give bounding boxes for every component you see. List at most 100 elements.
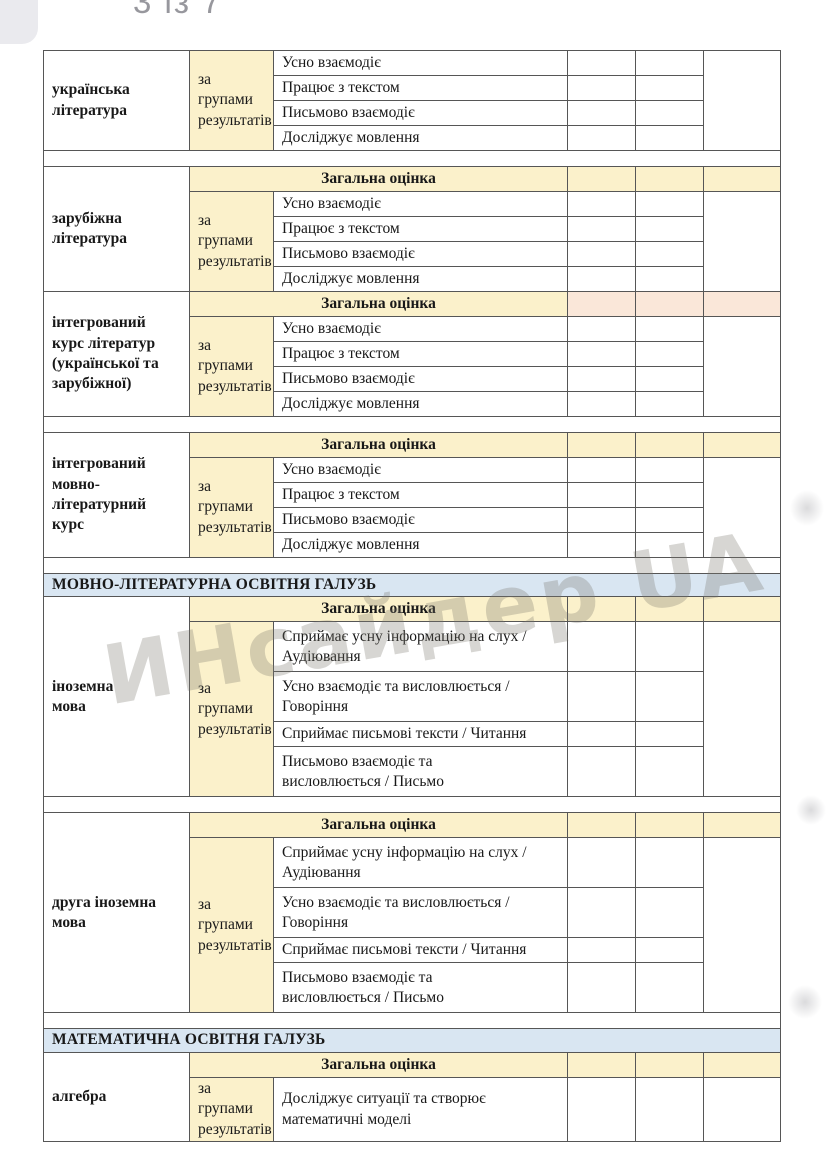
table-row: українська література за групами результ… (43, 50, 781, 151)
grade-cell (567, 341, 636, 367)
grade-cell (635, 432, 704, 458)
grade-cell-merged (703, 621, 781, 798)
subject-cell: зарубіжна література (43, 166, 190, 292)
domain-header-cell: МАТЕМАТИЧНА ОСВІТНЯ ГАЛУЗЬ (43, 1028, 781, 1053)
spacer-cell (43, 150, 781, 167)
criterion-cell: Досліджує мовлення (273, 532, 568, 558)
subject-cell: алгебра (43, 1051, 190, 1143)
table-row: Письмово взаємодіє та висловлюється / Пи… (44, 746, 781, 798)
criterion-cell: Письмово взаємодіє (273, 366, 568, 392)
criterion-cell: Письмово взаємодіє (273, 241, 568, 267)
criterion-cell: Усно взаємодіє та висловлюється / Говорі… (273, 671, 568, 723)
grade-cell (567, 937, 636, 964)
criterion-cell: Досліджує мовлення (273, 266, 568, 292)
grade-cell (635, 391, 704, 417)
scan-smudge (796, 795, 826, 825)
grade-cell-merged (703, 50, 781, 151)
grade-cell (567, 266, 636, 292)
grade-cell (635, 291, 704, 317)
grade-cell (567, 316, 636, 342)
criterion-cell: Працює з текстом (273, 482, 568, 508)
table-row: друга іноземна мова Загальна оцінка (43, 812, 781, 1014)
grade-cell (635, 962, 704, 1014)
table-row: Працює з текстом (44, 75, 781, 101)
criterion-cell: Усно взаємодіє (273, 316, 568, 342)
result-groups-cell: за групами результатів (189, 316, 274, 417)
grade-cell (567, 671, 636, 723)
criterion-cell: Письмово взаємодіє (273, 507, 568, 533)
grade-cell (567, 241, 636, 267)
table-row: інтегрований мовно- літературний курс За… (43, 432, 781, 558)
grade-cell (635, 100, 704, 126)
grade-cell (567, 532, 636, 558)
grade-cell-merged (703, 1076, 781, 1143)
result-groups-cell: за групами результатів (189, 50, 274, 151)
criterion-cell: Працює з текстом (273, 341, 568, 367)
grade-cell (567, 125, 636, 151)
grade-cell (703, 596, 781, 623)
table-row: зарубіжна література Загальна оцінка (43, 166, 781, 292)
grade-cell (703, 291, 781, 317)
grade-cell (635, 75, 704, 101)
table-row: Сприймає письмові тексти / Читання (44, 937, 781, 964)
result-groups-cell: за групами результатів (189, 191, 274, 292)
grade-cell (635, 341, 704, 367)
overall-grade-cell: Загальна оцінка (189, 596, 568, 623)
grade-cell (635, 746, 704, 798)
criterion-cell: Досліджує ситуації та створює математичн… (273, 1076, 568, 1143)
table-row: Працює з текстом (44, 341, 781, 367)
grade-cell (635, 482, 704, 508)
domain-header-cell: МОВНО-ЛІТЕРАТУРНА ОСВІТНЯ ГАЛУЗЬ (43, 572, 781, 598)
overall-grade-cell: Загальна оцінка (189, 812, 568, 839)
criterion-cell: Сприймає усну інформацію на слух / Аудію… (273, 621, 568, 673)
grade-cell (703, 1051, 781, 1078)
spacer-cell (43, 416, 781, 433)
table-row: Письмово взаємодіє (44, 100, 781, 126)
subject-cell: інтегрований курс літератур (української… (43, 291, 190, 417)
grade-cell (567, 1076, 636, 1143)
grade-cell (635, 50, 704, 76)
spacer-row (43, 416, 781, 433)
criterion-cell: Усно взаємодіє та висловлюється / Говорі… (273, 887, 568, 939)
result-groups-cell: за групами результатів (189, 457, 274, 558)
grade-cell (635, 671, 704, 723)
grade-cell (635, 721, 704, 748)
grade-cell (635, 457, 704, 483)
table-row: Досліджує мовлення (44, 391, 781, 417)
overall-grade-cell: Загальна оцінка (189, 166, 568, 192)
scan-smudge (788, 985, 822, 1019)
criterion-cell: Працює з текстом (273, 75, 568, 101)
grade-cell (703, 166, 781, 192)
page-count-indicator: 3 із 7 (133, 0, 223, 20)
criterion-cell: Письмово взаємодіє (273, 100, 568, 126)
table-row: іноземна мова Загальна оцінка (43, 596, 781, 798)
criterion-cell: Сприймає усну інформацію на слух / Аудію… (273, 837, 568, 889)
spacer-row (43, 557, 781, 574)
criterion-cell: Досліджує мовлення (273, 391, 568, 417)
spacer-cell (43, 796, 781, 814)
grade-cell (635, 812, 704, 839)
scan-smudge (790, 490, 824, 526)
grade-cell (567, 507, 636, 533)
table-row: алгебра Загальна оцінка (43, 1051, 781, 1143)
grade-cell (635, 316, 704, 342)
grade-cell (567, 432, 636, 458)
grade-cell (635, 125, 704, 151)
grade-cell (567, 1051, 636, 1078)
grade-cell (567, 746, 636, 798)
grade-cell (567, 191, 636, 217)
grade-cell (567, 216, 636, 242)
criterion-cell: Письмово взаємодіє та висловлюється / Пи… (273, 746, 568, 798)
spacer-row (43, 1012, 781, 1030)
overall-grade-cell: Загальна оцінка (189, 1051, 568, 1078)
table-row: Сприймає письмові тексти / Читання (44, 721, 781, 748)
grade-cell (567, 391, 636, 417)
grade-cell (635, 191, 704, 217)
table-row: за групами результатів Усно взаємодіє (44, 457, 781, 558)
table-row: Працює з текстом (44, 216, 781, 242)
grade-cell (635, 937, 704, 964)
result-groups-cell: за групами результатів (189, 621, 274, 798)
grade-cell (703, 432, 781, 458)
grade-cell (567, 166, 636, 192)
domain-header-row: МАТЕМАТИЧНА ОСВІТНЯ ГАЛУЗЬ (43, 1028, 781, 1053)
